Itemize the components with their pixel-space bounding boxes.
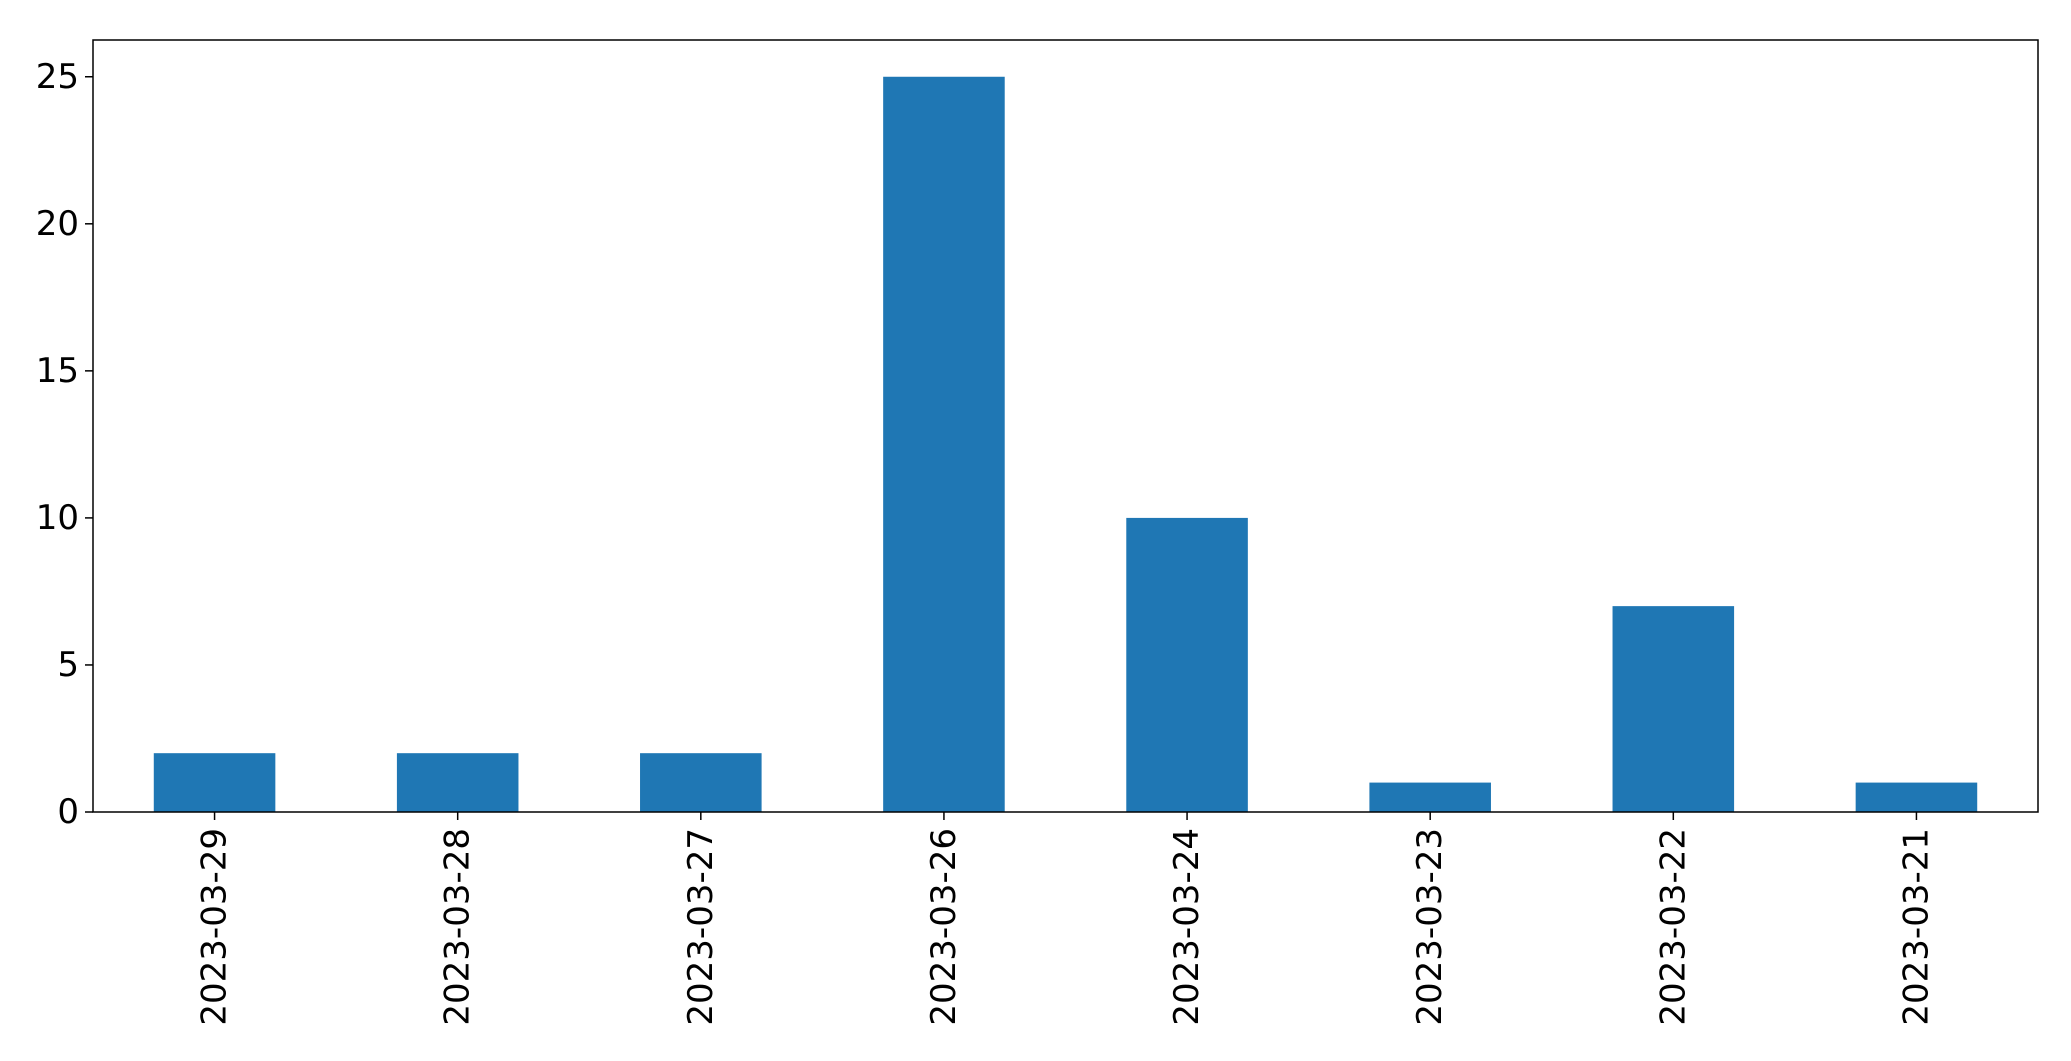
x-tick-label: 2023-03-26: [924, 828, 964, 1026]
plot-frame: [92, 39, 2039, 813]
y-tick-label: 15: [36, 351, 79, 391]
x-tick-label: 2023-03-28: [438, 828, 478, 1026]
x-axis: 2023-03-29 2023-03-28 2023-03-27 2023-03-26…: [195, 812, 1936, 1026]
bar-2023-03-21: [1855, 782, 1978, 812]
bar-2023-03-29: [153, 753, 276, 812]
y-axis: 0 5 10 15 20 25: [36, 57, 93, 832]
bar-2023-03-27: [640, 753, 762, 812]
x-tick-label: 2023-03-23: [1410, 828, 1450, 1026]
x-tick-label: 2023-03-21: [1896, 828, 1936, 1026]
bar-2023-03-26: [883, 76, 1005, 812]
y-tick-label: 25: [36, 57, 79, 97]
x-tick-label: 2023-03-22: [1653, 828, 1693, 1026]
x-tick-label: 2023-03-29: [195, 828, 235, 1026]
y-tick-label: 10: [36, 498, 79, 538]
bar-2023-03-28: [396, 753, 519, 812]
x-tick-label: 2023-03-27: [681, 828, 721, 1026]
bar-2023-03-24: [1126, 517, 1248, 812]
x-tick-label: 2023-03-24: [1167, 828, 1207, 1026]
bar-2023-03-23: [1369, 782, 1491, 812]
y-tick-label: 0: [57, 792, 79, 832]
y-tick-label: 20: [36, 204, 79, 244]
bar-series: [153, 76, 1978, 812]
y-tick-label: 5: [57, 645, 79, 685]
bar-2023-03-22: [1612, 606, 1735, 812]
